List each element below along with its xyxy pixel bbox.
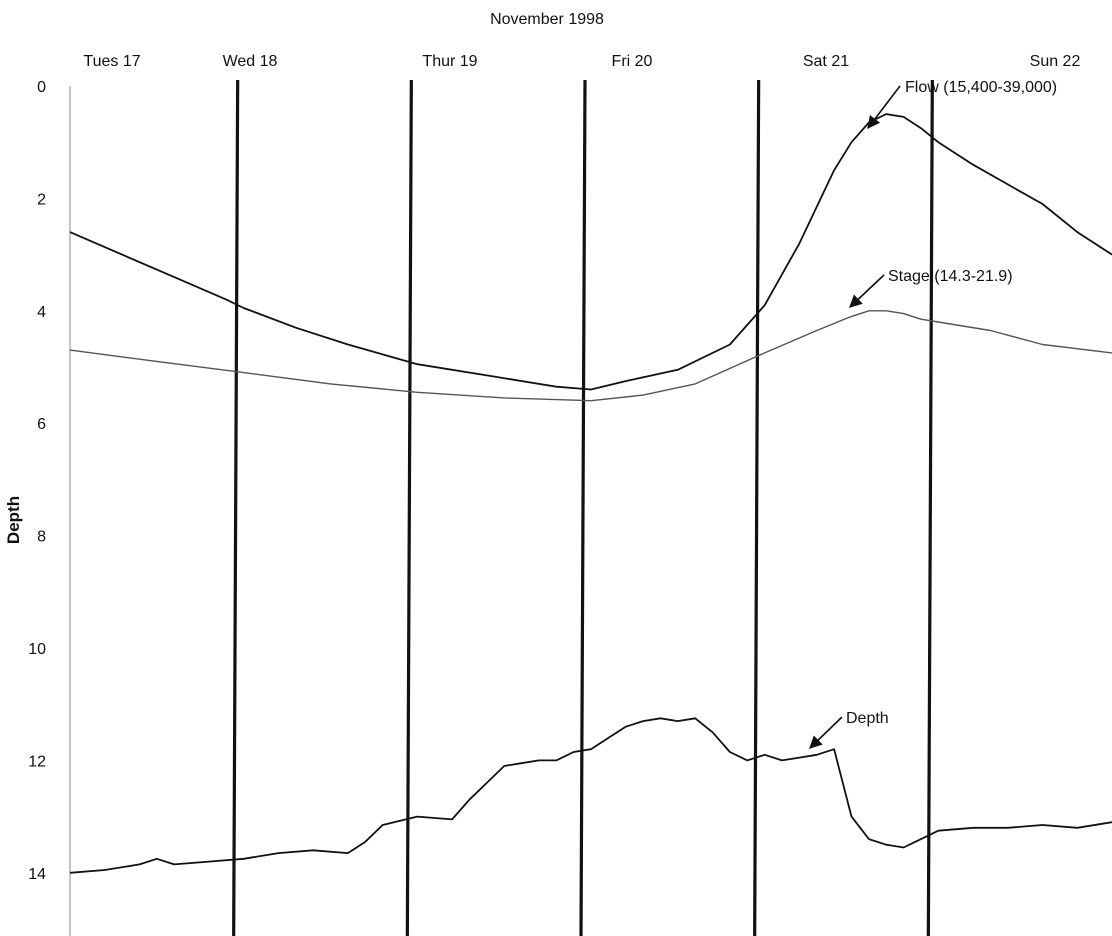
y-tick-label: 12 — [28, 753, 46, 770]
y-tick-labels: 0 2 4 6 8 10 12 14 — [28, 79, 46, 883]
series-annotations: Flow (15,400-39,000) Stage (14.3-21.9) Dep… — [809, 79, 1057, 749]
y-tick-label: 0 — [37, 79, 46, 96]
day-separator — [753, 79, 761, 936]
series-line-1 — [69, 310, 1112, 402]
day-separator — [579, 79, 587, 936]
day-separators — [232, 79, 934, 936]
annotation-arrow — [809, 716, 843, 749]
day-label: Sun 22 — [1030, 53, 1081, 70]
day-label: Sat 21 — [803, 53, 849, 70]
y-tick-label: 6 — [37, 416, 46, 433]
y-axis-label: Depth — [4, 496, 23, 544]
y-tick-label: 8 — [37, 529, 46, 546]
day-label: Thur 19 — [422, 53, 477, 70]
day-label: Wed 18 — [223, 53, 278, 70]
series-line-2 — [69, 717, 1112, 874]
annotation-arrow — [849, 274, 885, 308]
day-separator — [232, 79, 240, 936]
y-tick-label: 10 — [28, 641, 46, 658]
y-tick-label: 2 — [37, 191, 46, 208]
y-tick-label: 14 — [28, 866, 46, 883]
annotation-arrow — [867, 85, 901, 130]
y-tick-label: 4 — [37, 304, 46, 321]
series-line-0 — [69, 113, 1112, 391]
day-labels: Tues 17 Wed 18 Thur 19 Fri 20 Sat 21 Sun 22 — [83, 53, 1080, 70]
day-separator — [926, 79, 934, 936]
chart-title: November 1998 — [490, 11, 604, 28]
annotation-label: Flow (15,400-39,000) — [905, 79, 1057, 96]
day-separator — [405, 79, 413, 936]
annotation-label: Depth — [846, 710, 889, 727]
annotation-label: Stage (14.3-21.9) — [888, 268, 1013, 285]
day-label: Fri 20 — [612, 53, 653, 70]
series-lines — [69, 113, 1112, 874]
day-label: Tues 17 — [83, 53, 140, 70]
